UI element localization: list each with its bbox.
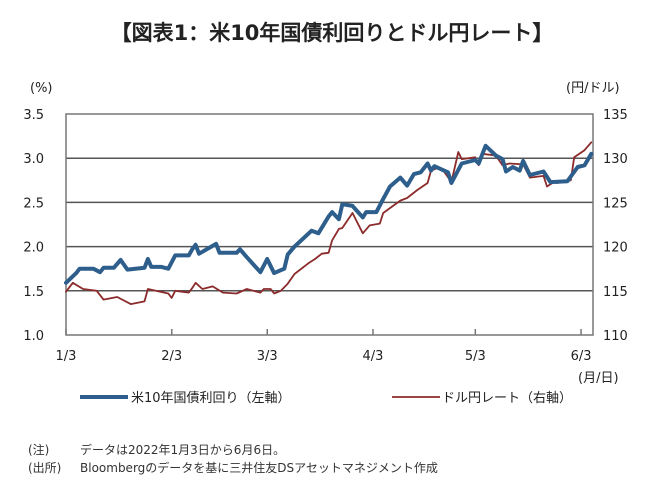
- x-tick-label: 4/3: [363, 349, 384, 364]
- source-label: (出所): [28, 461, 62, 475]
- x-tick-label: 3/3: [257, 349, 278, 364]
- series-line-us10y-yield: [64, 143, 594, 285]
- right-tick-label: 120: [603, 241, 628, 256]
- ticks: 1.0 1.5 2.0 2.5 3.0 3.5 110 115 120 125 130 135 1/3 2…: [23, 108, 628, 364]
- x-tick-label: 5/3: [465, 349, 486, 364]
- right-tick-label: 115: [603, 285, 628, 300]
- legend: 米10年国債利回り（左軸） ドル円レート（右軸）: [80, 391, 572, 406]
- right-tick-label: 125: [603, 196, 628, 211]
- source-row: (出所) Bloombergのデータを基に三井住友DSアセットマネジメント作成: [28, 459, 438, 476]
- legend-label-yield: 米10年国債利回り（左軸）: [131, 391, 291, 406]
- chart-title: 【図表1：米10年国債利回りとドル円レート】: [111, 21, 554, 45]
- x-tick-label: 6/3: [571, 349, 592, 364]
- x-axis-unit: (月/日): [578, 371, 619, 386]
- left-tick-label: 1.5: [23, 285, 44, 300]
- left-tick-label: 2.5: [23, 196, 44, 211]
- x-tick-label: 1/3: [56, 349, 77, 364]
- plot-frame: [65, 113, 594, 336]
- left-tick-label: 3.0: [23, 152, 44, 167]
- series-lines: [64, 141, 594, 306]
- right-tick-label: 110: [603, 329, 628, 344]
- right-axis-unit: (円/ドル): [566, 81, 620, 96]
- note-label: (注): [28, 443, 50, 457]
- left-axis-unit: (%): [30, 81, 53, 96]
- left-tick-label: 3.5: [23, 108, 44, 123]
- note-row: (注) データは2022年1月3日から6月6日。: [28, 441, 285, 458]
- left-tick-label: 2.0: [23, 241, 44, 256]
- note-text: データは2022年1月3日から6月6日。: [80, 443, 286, 457]
- right-tick-label: 135: [603, 108, 628, 123]
- right-tick-label: 130: [603, 152, 628, 167]
- x-tick-label: 2/3: [161, 349, 182, 364]
- source-text: Bloombergのデータを基に三井住友DSアセットマネジメント作成: [80, 461, 438, 475]
- legend-label-usdjpy: ドル円レート（右軸）: [442, 391, 572, 406]
- grid: [66, 157, 593, 292]
- left-tick-label: 1.0: [23, 329, 44, 344]
